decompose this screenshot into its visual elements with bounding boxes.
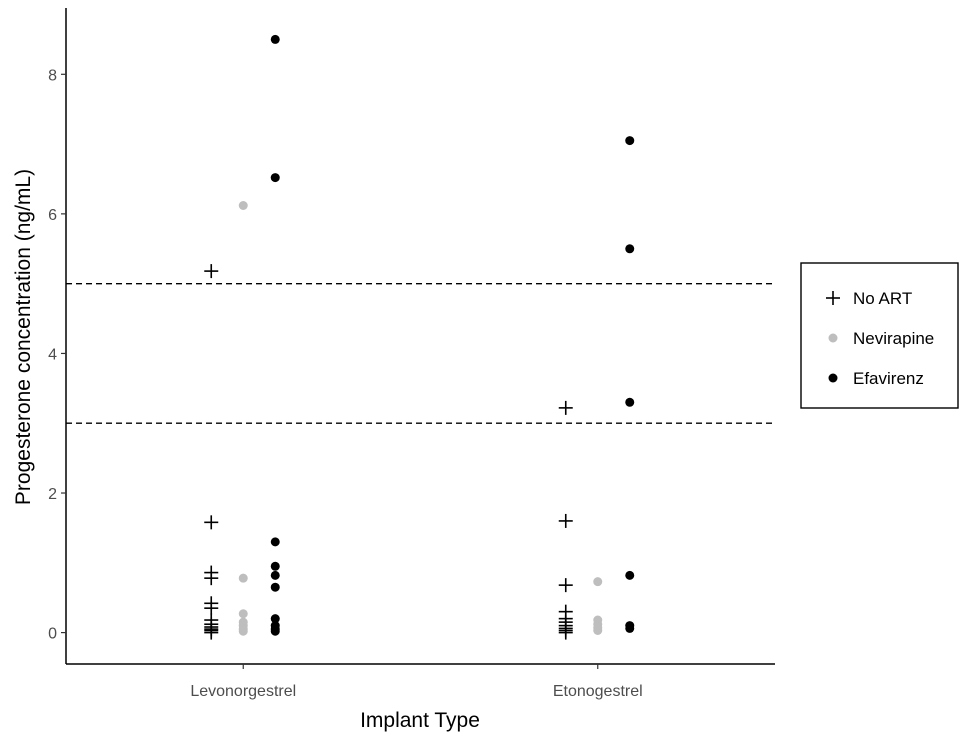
data-point (270, 582, 280, 592)
y-axis-title: Progesterone concentration (ng/mL) (12, 169, 35, 505)
data-point (558, 625, 573, 640)
legend: No ART Nevirapine Efavirenz (800, 262, 959, 409)
legend-label: Nevirapine (853, 329, 934, 348)
x-tick-label: Etonogestrel (553, 683, 643, 700)
data-point (270, 34, 280, 44)
plot-area: 0 2 4 6 8 Levonorgestrel Etonogestrel (48, 8, 775, 700)
data-point (558, 578, 573, 593)
data-point (204, 515, 219, 530)
data-point (270, 614, 280, 624)
data-point (270, 626, 280, 636)
data-point (204, 625, 219, 640)
data-point (238, 626, 248, 636)
data-point (593, 626, 603, 636)
x-axis-title: Implant Type (360, 709, 480, 732)
data-point (593, 577, 603, 587)
data-point (625, 570, 635, 580)
data-point (204, 264, 219, 279)
data-point (625, 136, 635, 146)
legend-label: No ART (853, 289, 912, 308)
data-point (625, 244, 635, 254)
x-tick-label: Levonorgestrel (190, 683, 296, 700)
data-point (204, 571, 219, 586)
data-point (270, 537, 280, 547)
data-point (238, 200, 248, 210)
data-point (238, 573, 248, 583)
data-point (558, 400, 573, 415)
data-point (238, 609, 248, 619)
data-point (270, 570, 280, 580)
data-point (558, 513, 573, 528)
data-point (625, 397, 635, 407)
data-point (625, 623, 635, 633)
y-tick-label: 0 (48, 626, 57, 643)
legend-box (800, 262, 959, 409)
data-point (204, 601, 219, 616)
y-tick-label: 2 (48, 486, 57, 503)
legend-key (826, 291, 840, 305)
y-tick-label: 4 (48, 346, 57, 363)
data-point (270, 561, 280, 571)
data-point (270, 173, 280, 183)
y-tick-label: 6 (48, 207, 57, 224)
y-tick-label: 8 (48, 67, 57, 84)
legend-key (828, 373, 838, 383)
legend-label: Efavirenz (853, 369, 924, 388)
legend-key (828, 333, 838, 343)
